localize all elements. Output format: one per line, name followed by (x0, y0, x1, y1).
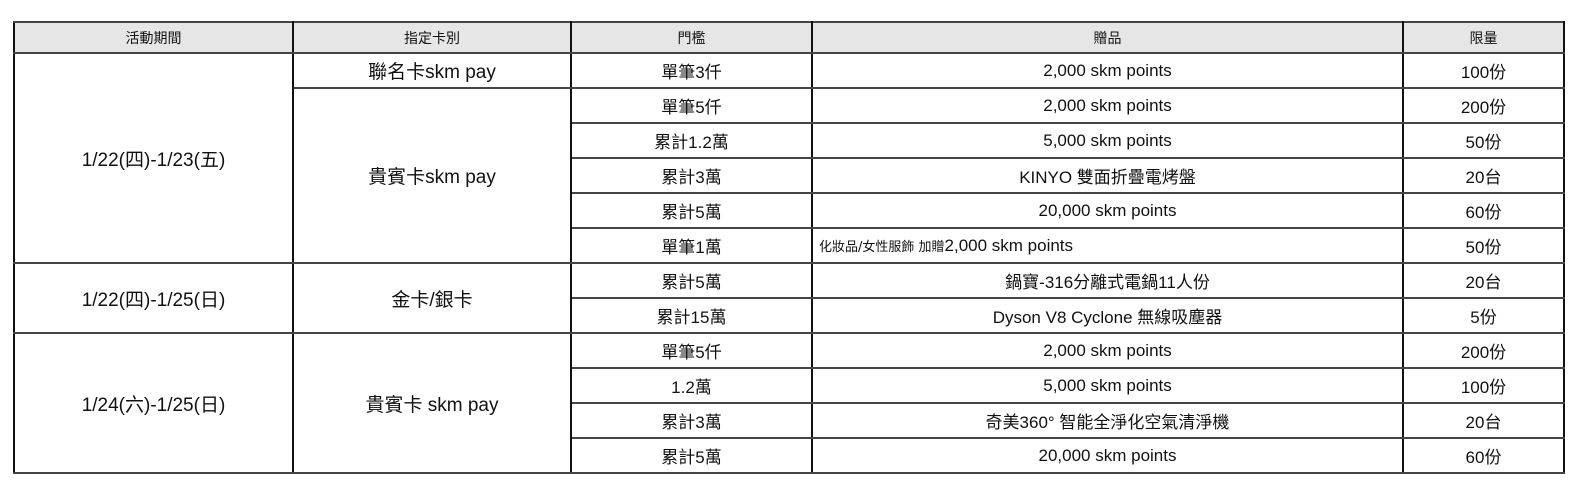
header-row: 活動期間 指定卡別 門檻 贈品 限量 (13, 21, 1565, 54)
limit-cell: 5份 (1402, 297, 1565, 334)
table-row: 貴賓卡skm pay 單筆5仟 2,000 skm points 200份 (14, 87, 1565, 264)
threshold-cell: 累計5萬 (570, 262, 813, 299)
card-type-cell: 貴賓卡 skm pay (292, 332, 572, 474)
gift-cell: 5,000 skm points (811, 122, 1404, 159)
header-threshold: 門檻 (570, 21, 813, 54)
gift-cell: 5,000 skm points (811, 367, 1404, 404)
limit-cell: 20台 (1402, 402, 1565, 439)
header-card: 指定卡別 (292, 21, 572, 54)
card-type-cell: 貴賓卡skm pay (292, 87, 572, 264)
threshold-cell: 累計3萬 (570, 402, 813, 439)
gift-cell: 2,000 skm points (811, 332, 1404, 369)
table-row: 累計5萬 20,000 skm points 60份 (14, 437, 1565, 474)
table-row: 1/22(四)-1/23(五) 聯名卡skm pay 單筆3仟 2,000 skm p… (13, 52, 1565, 264)
header-period: 活動期間 (13, 21, 294, 54)
table-row: 累計5萬 20,000 skm points 60份 (14, 192, 1565, 229)
gift-cell: 鍋寶-316分離式電鍋11人份 (811, 262, 1404, 299)
gift-cell: 20,000 skm points (811, 437, 1404, 474)
threshold-cell: 單筆3仟 (570, 52, 813, 89)
table-row: 1/24(六)-1/25(日) 貴賓卡 skm pay 單筆5仟 2,000 skm … (13, 332, 1565, 474)
period-cell: 1/22(四)-1/25(日) (13, 262, 294, 334)
gift-text: 2,000 skm points (944, 235, 1074, 255)
threshold-cell: 累計5萬 (570, 437, 813, 474)
gift-prefix: 化妝品/女性服飾 加贈 (819, 239, 945, 255)
gift-cell: Dyson V8 Cyclone 無線吸塵器 (811, 297, 1404, 334)
table-row: 1/22(四)-1/25(日) 金卡/銀卡 累計5萬 鍋寶-316分離式電鍋11人份 2… (13, 262, 1565, 334)
card-type-cell: 聯名卡skm pay (292, 52, 572, 89)
limit-cell: 60份 (1402, 192, 1565, 229)
gift-cell: 2,000 skm points (811, 52, 1404, 89)
gift-cell: 2,000 skm points (811, 87, 1404, 124)
limit-cell: 200份 (1402, 332, 1565, 369)
limit-cell: 50份 (1402, 227, 1565, 264)
threshold-cell: 單筆5仟 (570, 332, 813, 369)
limit-cell: 100份 (1402, 367, 1565, 404)
threshold-cell: 累計1.2萬 (570, 122, 813, 159)
table-row: 累計3萬 奇美360° 智能全淨化空氣清淨機 20台 (14, 402, 1565, 439)
threshold-cell: 累計5萬 (570, 192, 813, 229)
table-row: 累計15萬 Dyson V8 Cyclone 無線吸塵器 5份 (14, 297, 1565, 334)
gift-cell: 化妝品/女性服飾 加贈2,000 skm points (811, 227, 1404, 264)
gift-cell: KINYO 雙面折疊電烤盤 (811, 157, 1404, 194)
table-row: 單筆1萬 化妝品/女性服飾 加贈2,000 skm points 50份 (14, 227, 1565, 264)
promotion-table: 活動期間 指定卡別 門檻 贈品 限量 1/22(四)-1/23(五) 聯名卡skm… (13, 21, 1565, 474)
table-row: 累計1.2萬 5,000 skm points 50份 (14, 122, 1565, 159)
limit-cell: 200份 (1402, 87, 1565, 124)
gift-cell: 20,000 skm points (811, 192, 1404, 229)
limit-cell: 50份 (1402, 122, 1565, 159)
period-cell: 1/22(四)-1/23(五) (13, 52, 294, 264)
threshold-cell: 單筆5仟 (570, 87, 813, 124)
table-row: 累計3萬 KINYO 雙面折疊電烤盤 20台 (14, 157, 1565, 194)
header-limit: 限量 (1402, 21, 1565, 54)
limit-cell: 100份 (1402, 52, 1565, 89)
gift-cell: 奇美360° 智能全淨化空氣清淨機 (811, 402, 1404, 439)
threshold-cell: 1.2萬 (570, 367, 813, 404)
threshold-cell: 累計15萬 (570, 297, 813, 334)
threshold-cell: 累計3萬 (570, 157, 813, 194)
limit-cell: 60份 (1402, 437, 1565, 474)
threshold-cell: 單筆1萬 (570, 227, 813, 264)
limit-cell: 20台 (1402, 157, 1565, 194)
limit-cell: 20台 (1402, 262, 1565, 299)
period-cell: 1/24(六)-1/25(日) (13, 332, 294, 474)
header-gift: 贈品 (811, 21, 1404, 54)
table-row: 1.2萬 5,000 skm points 100份 (14, 367, 1565, 404)
card-type-cell: 金卡/銀卡 (292, 262, 572, 334)
